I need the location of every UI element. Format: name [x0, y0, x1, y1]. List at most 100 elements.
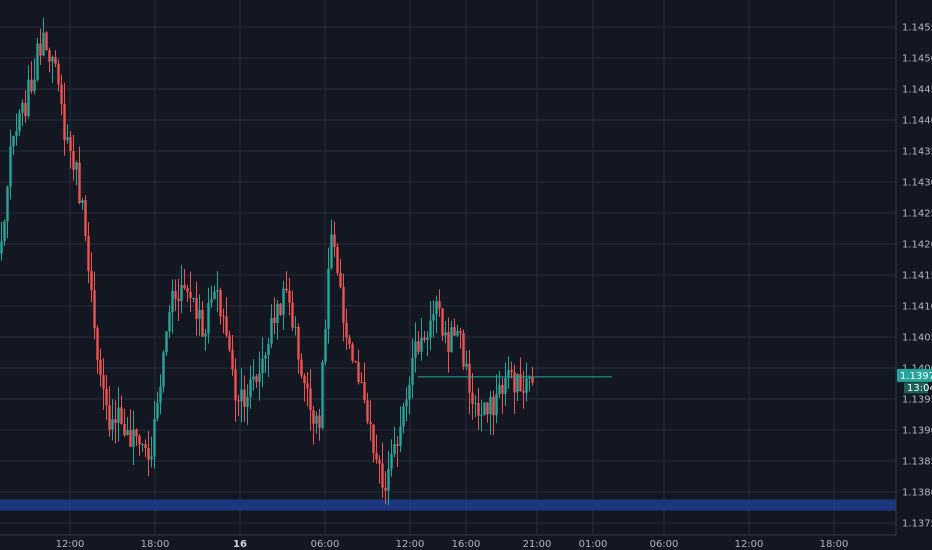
time-tick-label: 21:00 [523, 539, 552, 550]
time-tick-label: 18:00 [141, 539, 170, 550]
candle-body [390, 453, 393, 469]
candle-body [294, 326, 297, 328]
candle-body [15, 131, 18, 136]
support-zone [0, 499, 896, 511]
candle-body [459, 331, 462, 333]
candle-body [411, 357, 414, 385]
price-tick-label: 1.14100 [902, 302, 932, 313]
candle-body [51, 56, 54, 62]
candle-body [423, 337, 426, 340]
last-price-badge-layer: 1.1397613:04 [897, 368, 932, 394]
candle-body [486, 402, 489, 415]
candle-body [9, 146, 12, 187]
candle-body [219, 289, 222, 317]
candle-body [213, 291, 216, 300]
candle-body [57, 63, 60, 85]
candle-body [174, 290, 177, 299]
candle-body [81, 200, 84, 203]
time-tick-label: 12:00 [735, 539, 764, 550]
candle-body [135, 429, 138, 437]
candle-body [270, 317, 273, 344]
candle-body [318, 415, 321, 428]
candle-body [522, 391, 525, 393]
candle-body [438, 301, 441, 309]
candle-body [0, 241, 3, 254]
candle-body [378, 459, 381, 464]
candle-body [492, 396, 495, 416]
candle-body [384, 487, 387, 491]
price-tick-label: 1.14350 [902, 147, 932, 158]
time-tick-label: 12:00 [396, 539, 425, 550]
candle-body [453, 327, 456, 336]
candle-body [12, 135, 15, 147]
candle-body [243, 389, 246, 407]
candle-body [435, 301, 438, 315]
price-tick-label: 1.13850 [902, 457, 932, 468]
candle-body [192, 297, 195, 299]
candle-body [297, 326, 300, 360]
candle-body [342, 286, 345, 323]
candle-body [285, 288, 288, 291]
candle-body [354, 360, 357, 363]
candle-body [336, 246, 339, 273]
price-tick-label: 1.13800 [902, 488, 932, 499]
candle-body [78, 162, 81, 203]
candle-body [393, 444, 396, 454]
candle-body [72, 151, 75, 170]
candle-body [357, 362, 360, 383]
candle-body [120, 407, 123, 424]
candle-body [456, 331, 459, 336]
candle-body [360, 382, 363, 384]
time-tick-label: 18:00 [820, 539, 849, 550]
candlestick-series [0, 17, 534, 506]
candle-body [489, 396, 492, 415]
candle-body [348, 337, 351, 345]
candle-body [264, 355, 267, 359]
candle-body [321, 361, 324, 428]
candle-body [165, 331, 168, 353]
candle-body [237, 400, 240, 402]
candle-body [42, 32, 45, 56]
candle-body [225, 316, 228, 336]
candle-body [90, 270, 93, 291]
candle-body [255, 376, 258, 382]
candle-body [396, 444, 399, 446]
candle-body [387, 468, 390, 491]
candle-body [324, 329, 327, 362]
candle-body [432, 314, 435, 321]
candle-body [3, 221, 6, 242]
time-axis[interactable]: 12:00 18:00 16 06:00 12:00 16:00 21:00 01:00 06:… [0, 534, 896, 550]
candle-body [333, 234, 336, 247]
candle-body [96, 328, 99, 360]
candle-body [231, 349, 234, 370]
candle-body [483, 402, 486, 415]
candle-body [495, 393, 498, 416]
candle-body [309, 388, 312, 411]
candle-body [144, 444, 147, 449]
candle-body [36, 43, 39, 80]
time-tick-label: 16:00 [452, 539, 481, 550]
candle-body [75, 162, 78, 170]
candle-body [447, 332, 450, 353]
candle-body [99, 359, 102, 376]
candle-body [501, 385, 504, 394]
candle-body [132, 429, 135, 447]
candle-body [24, 102, 27, 117]
candle-body [327, 268, 330, 330]
candle-body [33, 79, 36, 92]
countdown-label: 13:04 [907, 383, 932, 394]
candle-body [372, 424, 375, 453]
candle-body [234, 369, 237, 401]
candle-body [510, 369, 513, 373]
candle-body [63, 103, 66, 141]
candle-body [159, 386, 162, 403]
candle-body [417, 341, 420, 352]
candle-body [249, 379, 252, 397]
candle-body [273, 317, 276, 323]
candle-body [429, 320, 432, 338]
candle-body [138, 436, 141, 445]
candle-body [171, 290, 174, 313]
candle-body [528, 376, 531, 379]
price-axis[interactable]: 1.14550 1.14500 1.14450 1.14400 1.14350 1.143… [895, 0, 932, 535]
